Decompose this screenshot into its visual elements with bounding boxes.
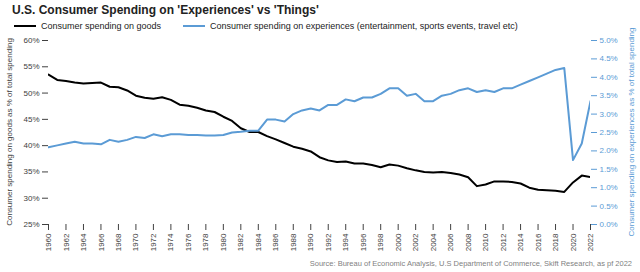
- svg-text:2014: 2014: [516, 233, 525, 251]
- svg-text:1990: 1990: [306, 233, 315, 251]
- svg-text:1972: 1972: [149, 233, 158, 251]
- svg-text:1964: 1964: [79, 233, 88, 251]
- svg-text:3.0%: 3.0%: [600, 110, 618, 119]
- html-text:Source: Bureau of Economic Ana: Source: Bureau of Economic Analysis, U.S…: [309, 259, 632, 268]
- svg-text:30%: 30%: [23, 194, 39, 203]
- svg-text:2016: 2016: [534, 233, 543, 251]
- svg-text:2008: 2008: [464, 233, 473, 251]
- svg-text:2.5%: 2.5%: [600, 128, 618, 137]
- svg-text:1984: 1984: [254, 233, 263, 251]
- svg-text:2006: 2006: [446, 233, 455, 251]
- svg-text:2002: 2002: [411, 233, 420, 251]
- svg-text:0.0%: 0.0%: [600, 220, 618, 229]
- svg-text:1978: 1978: [201, 233, 210, 251]
- svg-text:1962: 1962: [62, 233, 71, 251]
- html-text:Consumer spending on experienc: Consumer spending on experiences (entert…: [210, 21, 518, 31]
- svg-text:1976: 1976: [184, 233, 193, 251]
- svg-text:1982: 1982: [236, 233, 245, 251]
- svg-text:2000: 2000: [394, 233, 403, 251]
- svg-text:1970: 1970: [131, 233, 140, 251]
- svg-text:1994: 1994: [341, 233, 350, 251]
- html-text:Consumer spending on goods: Consumer spending on goods: [41, 21, 162, 31]
- svg-text:1998: 1998: [376, 233, 385, 251]
- svg-text:2010: 2010: [481, 233, 490, 251]
- svg-text:2018: 2018: [551, 233, 560, 251]
- svg-text:2020: 2020: [569, 233, 578, 251]
- svg-text:1960: 1960: [44, 233, 53, 251]
- svg-text:40%: 40%: [23, 141, 39, 150]
- svg-text:1980: 1980: [219, 233, 228, 251]
- html-text:Consumer spending on experienc: Consumer spending on experiences as % of…: [626, 27, 636, 237]
- svg-text:25%: 25%: [23, 220, 39, 229]
- svg-text:35%: 35%: [23, 167, 39, 176]
- svg-text:60%: 60%: [23, 36, 39, 45]
- svg-text:1968: 1968: [114, 233, 123, 251]
- svg-text:2022: 2022: [586, 233, 595, 251]
- html-text:Consumer spending on goods as: Consumer spending on goods as % of total…: [4, 38, 14, 226]
- svg-text:4.5%: 4.5%: [600, 54, 618, 63]
- svg-text:1986: 1986: [271, 233, 280, 251]
- svg-text:1992: 1992: [324, 233, 333, 251]
- svg-text:1974: 1974: [166, 233, 175, 251]
- svg-text:1.0%: 1.0%: [600, 183, 618, 192]
- svg-text:2012: 2012: [499, 233, 508, 251]
- svg-text:1.5%: 1.5%: [600, 165, 618, 174]
- svg-text:1988: 1988: [289, 233, 298, 251]
- html-text:U.S. Consumer Spending on 'Exp: U.S. Consumer Spending on 'Experiences' …: [12, 3, 319, 17]
- svg-text:5.0%: 5.0%: [600, 36, 618, 45]
- svg-text:1966: 1966: [97, 233, 106, 251]
- svg-text:55%: 55%: [23, 62, 39, 71]
- svg-text:2.0%: 2.0%: [600, 146, 618, 155]
- svg-text:2004: 2004: [429, 233, 438, 251]
- svg-text:45%: 45%: [23, 115, 39, 124]
- svg-text:0.5%: 0.5%: [600, 202, 618, 211]
- svg-text:3.5%: 3.5%: [600, 91, 618, 100]
- svg-text:4.0%: 4.0%: [600, 73, 618, 82]
- svg-text:50%: 50%: [23, 89, 39, 98]
- svg-text:1996: 1996: [359, 233, 368, 251]
